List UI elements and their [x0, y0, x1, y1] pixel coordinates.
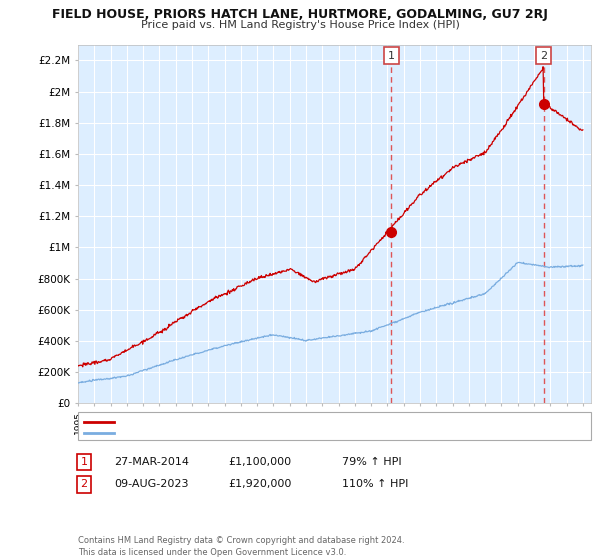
Text: £1,920,000: £1,920,000	[228, 479, 292, 489]
Text: 09-AUG-2023: 09-AUG-2023	[114, 479, 188, 489]
Text: Price paid vs. HM Land Registry's House Price Index (HPI): Price paid vs. HM Land Registry's House …	[140, 20, 460, 30]
Text: Contains HM Land Registry data © Crown copyright and database right 2024.
This d: Contains HM Land Registry data © Crown c…	[78, 536, 404, 557]
Text: 27-MAR-2014: 27-MAR-2014	[114, 457, 189, 467]
Text: HPI: Average price, detached house, Guildford: HPI: Average price, detached house, Guil…	[117, 425, 343, 435]
Text: FIELD HOUSE, PRIORS HATCH LANE, HURTMORE, GODALMING, GU7 2RJ: FIELD HOUSE, PRIORS HATCH LANE, HURTMORE…	[52, 8, 548, 21]
Text: FIELD HOUSE, PRIORS HATCH LANE, HURTMORE, GODALMING, GU7 2RJ (detached house: FIELD HOUSE, PRIORS HATCH LANE, HURTMORE…	[117, 414, 550, 424]
Text: 1: 1	[80, 457, 88, 467]
Text: 110% ↑ HPI: 110% ↑ HPI	[342, 479, 409, 489]
Text: £1,100,000: £1,100,000	[228, 457, 291, 467]
Text: 1: 1	[388, 50, 395, 60]
Text: 79% ↑ HPI: 79% ↑ HPI	[342, 457, 401, 467]
Text: 2: 2	[541, 50, 547, 60]
Text: 2: 2	[80, 479, 88, 489]
